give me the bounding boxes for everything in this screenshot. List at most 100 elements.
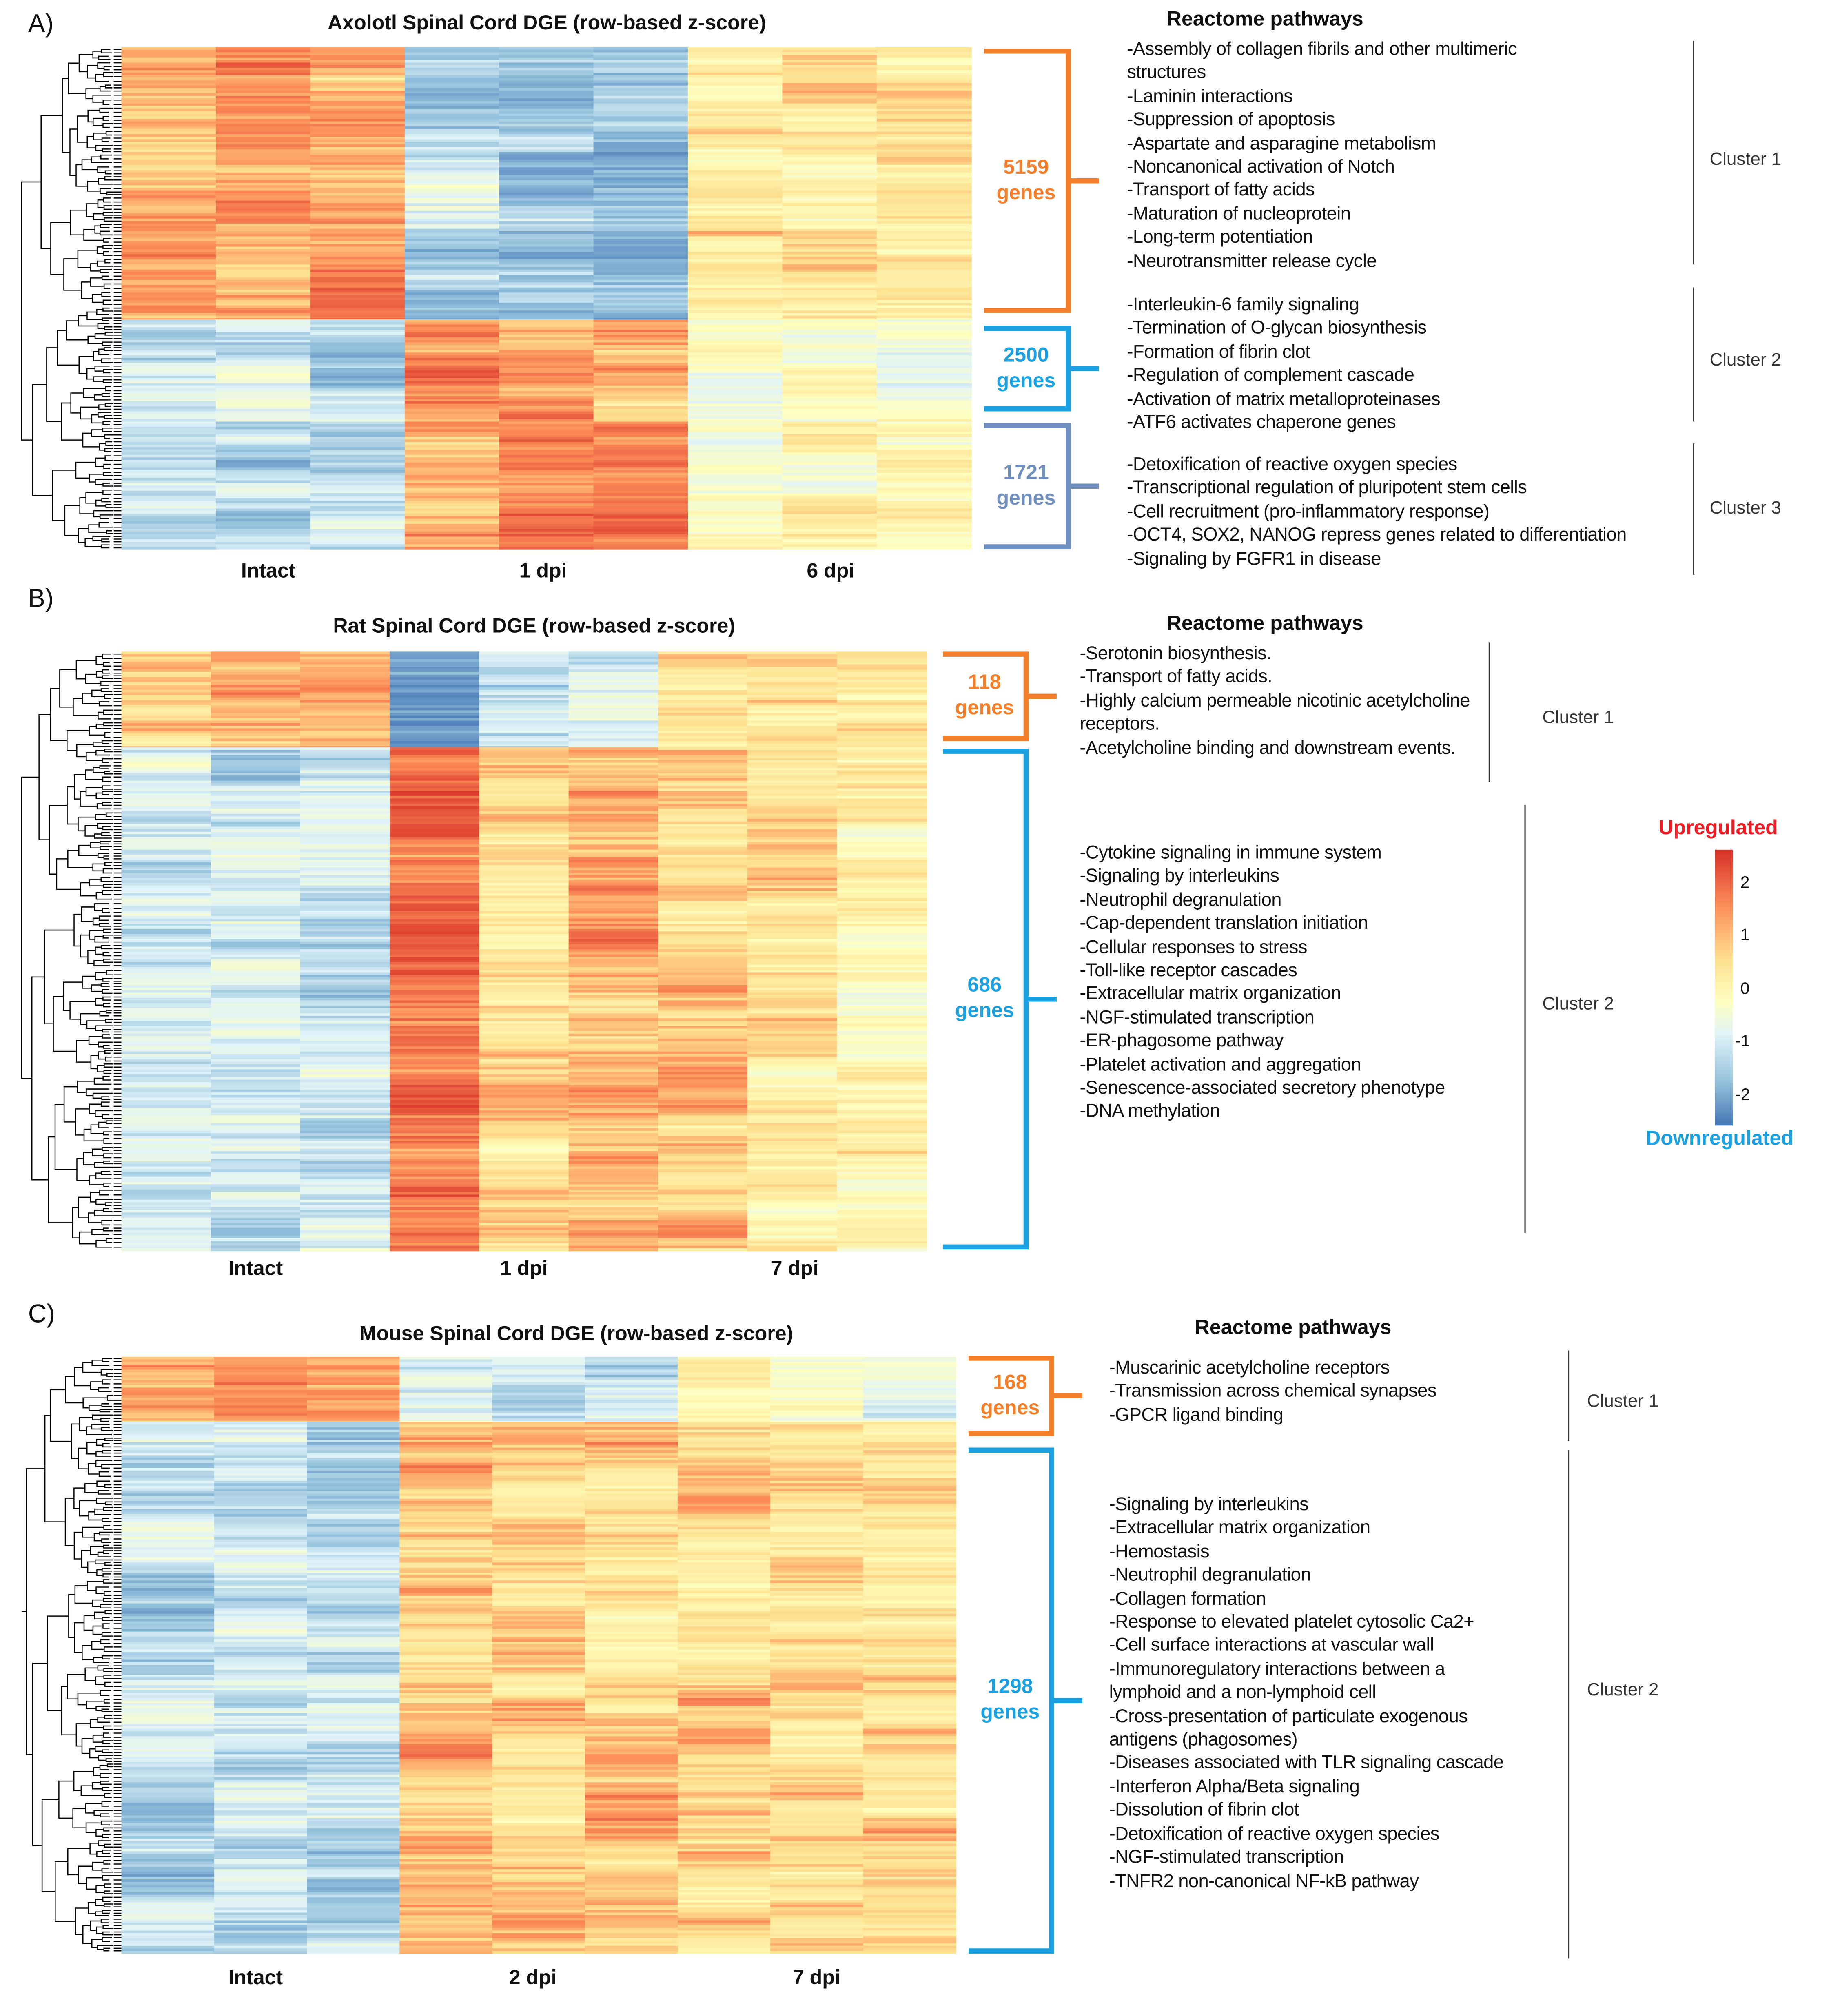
heatmap-cell (492, 1470, 586, 1474)
heatmap-cell (770, 1616, 864, 1619)
heatmap-cell (876, 116, 972, 120)
heatmap-cell (747, 775, 838, 779)
heatmap-cell (688, 483, 783, 486)
heatmap-cell (593, 297, 689, 301)
heatmap-cell (300, 1036, 390, 1039)
heatmap-cell (479, 708, 570, 711)
heatmap-cell (770, 1567, 864, 1571)
heatmap-cell (568, 831, 659, 835)
heatmap-cell (390, 1243, 480, 1246)
heatmap-cell (215, 330, 311, 333)
heatmap-cell (300, 654, 390, 657)
heatmap-cell (479, 1130, 570, 1134)
heatmap-cell (837, 1023, 927, 1026)
heatmap-cell (310, 454, 406, 458)
heatmap-cell (747, 834, 838, 837)
heatmap-cell (747, 659, 838, 662)
heatmap-cell (121, 1243, 212, 1246)
heatmap-cell (678, 1598, 771, 1602)
heatmap-cell (310, 501, 406, 504)
heatmap-cell (390, 1120, 480, 1123)
heatmap-cell (837, 1148, 927, 1152)
heatmap-cell (658, 1018, 748, 1021)
heatmap-cell (568, 906, 659, 909)
heatmap-cell (121, 424, 217, 428)
heatmap-cell (307, 1400, 400, 1403)
heatmap-cell (390, 1112, 480, 1116)
heatmap-cell (782, 308, 878, 311)
heatmap-cell (479, 903, 570, 906)
heatmap-cell (568, 1115, 659, 1119)
heatmap-cell (688, 167, 783, 171)
heatmap-cell (568, 942, 659, 945)
heatmap-cell (688, 244, 783, 247)
heatmap-cell (863, 1357, 957, 1360)
heatmap-cell (215, 518, 311, 522)
heatmap-cell (121, 185, 217, 188)
heatmap-cell (747, 741, 838, 744)
heatmap-cell (837, 944, 927, 947)
heatmap-cell (499, 342, 594, 346)
heatmap-cell (593, 88, 689, 91)
heatmap-cell (876, 437, 972, 440)
heatmap-cell (215, 332, 311, 335)
heatmap-cell (211, 1161, 301, 1165)
heatmap-cell (300, 687, 390, 691)
heatmap-cell (211, 1085, 301, 1088)
heatmap-cell (585, 1395, 678, 1398)
heatmap-cell (479, 1092, 570, 1096)
heatmap-cell (390, 1097, 480, 1101)
heatmap-cell (300, 1026, 390, 1029)
heatmap-cell (770, 1435, 864, 1438)
heatmap-cell (121, 1567, 215, 1571)
heatmap-cell (479, 1008, 570, 1011)
heatmap-cell (390, 928, 480, 932)
heatmap-cell (399, 1445, 493, 1448)
heatmap-cell (658, 664, 748, 667)
heatmap-cell (211, 1120, 301, 1123)
heatmap-cell (678, 1516, 771, 1520)
heatmap-cell (215, 182, 311, 186)
heatmap-cell (837, 1092, 927, 1096)
heatmap-cell (782, 180, 878, 183)
heatmap-cell (837, 928, 927, 932)
heatmap-cell (747, 972, 838, 975)
heatmap-cell (863, 1550, 957, 1553)
heatmap-cell (585, 1552, 678, 1555)
heatmap-cell (747, 801, 838, 804)
heatmap-cell (300, 1136, 390, 1139)
heatmap-cell (593, 393, 689, 397)
heatmap-cell (121, 65, 217, 68)
heatmap-cell (863, 1608, 957, 1612)
heatmap-cell (215, 175, 311, 178)
heatmap-cell (121, 498, 217, 501)
heatmap-cell (747, 806, 838, 809)
heatmap-cell (121, 1105, 212, 1108)
heatmap-cell (121, 345, 217, 348)
pathway-item: -Cap-dependent translation initiation (1080, 914, 1368, 935)
heatmap-cell (593, 450, 689, 453)
heatmap-cell (121, 206, 217, 209)
heatmap-cell (837, 1046, 927, 1050)
heatmap-cell (837, 680, 927, 683)
heatmap-cell (121, 496, 217, 499)
heatmap-cell (121, 1550, 215, 1553)
heatmap-cell (399, 1400, 493, 1403)
heatmap-cell (499, 98, 594, 102)
heatmap-cell (399, 1458, 493, 1461)
heatmap-cell (121, 1143, 212, 1147)
heatmap-cell (307, 1522, 400, 1525)
heatmap-cell (688, 470, 783, 473)
heatmap-cell (404, 297, 500, 301)
heatmap-cell (499, 167, 594, 171)
heatmap-cell (658, 849, 748, 853)
heatmap-cell (593, 352, 689, 356)
heatmap-cell (568, 667, 659, 670)
heatmap-cell (837, 847, 927, 850)
heatmap-cell (678, 1405, 771, 1409)
heatmap-cell (837, 939, 927, 942)
heatmap-cell (568, 1128, 659, 1131)
heatmap-cell (310, 330, 406, 333)
heatmap-cell (658, 778, 748, 781)
heatmap-cell (492, 1478, 586, 1481)
